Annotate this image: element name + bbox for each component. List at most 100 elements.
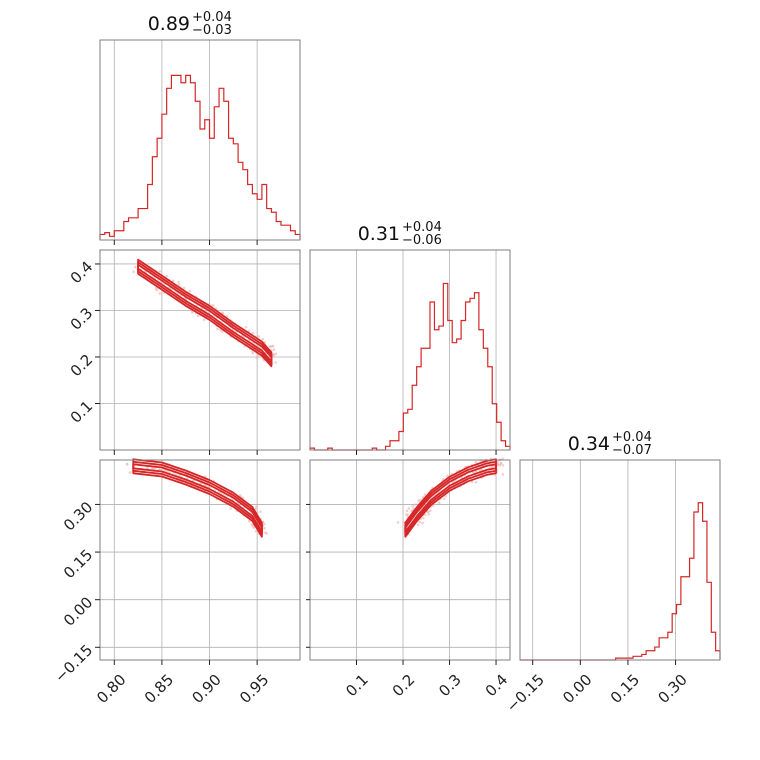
- tick-label-y: 0.4: [67, 258, 97, 288]
- sample-point: [405, 509, 409, 513]
- sample-point: [261, 337, 264, 341]
- sample-point: [274, 352, 278, 356]
- tick-label-x: 0.1: [342, 671, 372, 701]
- tick-label-y: 0.2: [67, 351, 97, 381]
- param-title-median: 0.31: [358, 223, 400, 245]
- panel-grid: [113, 40, 258, 240]
- sample-point: [470, 480, 474, 484]
- sample-point: [444, 495, 447, 498]
- sample-point: [406, 513, 409, 517]
- contour-p2_p1-level-2: [404, 458, 497, 538]
- sample-point: [501, 464, 505, 467]
- sample-point: [188, 289, 192, 293]
- panel-grid: [100, 460, 300, 660]
- sample-point: [221, 330, 224, 333]
- param-title-median: 0.89: [148, 13, 190, 35]
- sample-point: [133, 265, 137, 269]
- sample-point: [151, 466, 154, 470]
- sample-point: [417, 499, 420, 502]
- panel-frame: [519, 459, 721, 661]
- sample-point: [145, 466, 149, 469]
- sample-point: [255, 356, 259, 360]
- sample-point: [177, 280, 180, 284]
- tick-label-x: 0.15: [607, 671, 643, 707]
- sample-point: [501, 473, 505, 476]
- sample-point: [254, 529, 258, 533]
- panel-2-1: [309, 457, 511, 661]
- sample-point: [423, 493, 427, 496]
- sample-point: [182, 286, 186, 290]
- panel-frame: [99, 459, 301, 661]
- sample-point: [501, 457, 504, 461]
- panel-grid: [532, 460, 676, 660]
- param-title-minus: −0.03: [192, 23, 232, 38]
- sample-point: [274, 361, 277, 364]
- sample-point: [474, 460, 477, 464]
- sample-point: [255, 505, 258, 508]
- tick-label-x: 0.95: [236, 671, 272, 707]
- sample-point: [256, 353, 260, 357]
- tick-label-x: 0.3: [435, 671, 465, 701]
- sample-point: [155, 288, 158, 292]
- sample-point: [128, 471, 132, 474]
- histogram-param-0: [99, 74, 301, 240]
- sample-point: [259, 510, 262, 513]
- tick-label-y: 0.15: [60, 546, 96, 582]
- sample-point: [251, 331, 255, 335]
- sample-point: [427, 513, 430, 516]
- sample-point: [269, 345, 272, 349]
- sample-point: [125, 462, 129, 466]
- contour-p1_p0-level-2: [137, 258, 273, 368]
- sample-point: [158, 269, 161, 273]
- sample-point: [401, 520, 405, 524]
- sample-point: [437, 501, 441, 504]
- tick-label-x: 0.2: [389, 671, 419, 701]
- tick-label-x: 0.85: [141, 671, 177, 707]
- panel-grid: [356, 250, 497, 450]
- sample-point: [252, 526, 256, 529]
- histogram-param-1: [309, 282, 511, 451]
- sample-point: [264, 531, 267, 534]
- sample-point: [396, 521, 400, 524]
- sample-point: [423, 513, 427, 517]
- sample-point: [411, 505, 414, 508]
- contour-p2_p0-level-2: [132, 458, 263, 538]
- sample-point: [244, 325, 248, 329]
- param-title-plus: +0.04: [402, 220, 442, 235]
- tick-label-x: 0.90: [188, 671, 224, 707]
- panel-grid: [310, 460, 510, 660]
- sample-point: [196, 314, 200, 318]
- panel-0-0: 0.89 +0.04−0.03: [99, 10, 301, 241]
- sample-point: [263, 526, 266, 530]
- sample-point: [229, 507, 232, 510]
- tick-label-x: 0.30: [655, 671, 691, 707]
- param-title-median: 0.34: [568, 433, 610, 455]
- tick-label-y: 0.00: [60, 593, 96, 629]
- sample-point: [407, 507, 411, 510]
- tick-label-y: 0.1: [67, 397, 97, 427]
- panel-2-0: [99, 458, 301, 661]
- panel-frame: [99, 39, 301, 241]
- sample-point: [165, 274, 168, 278]
- sample-point: [426, 510, 430, 514]
- panel-1-0: [99, 249, 301, 451]
- sample-point: [158, 292, 162, 295]
- panel-frame: [309, 249, 511, 451]
- panel-frame: [309, 459, 511, 661]
- sample-point: [498, 463, 502, 467]
- sample-point: [177, 282, 181, 286]
- tick-label-x: 0.4: [482, 671, 512, 701]
- param-title-plus: +0.04: [612, 430, 652, 445]
- tick-label-x: −0.15: [503, 671, 548, 716]
- sample-point: [204, 484, 208, 487]
- panel-frame: [99, 249, 301, 451]
- sample-point: [221, 311, 225, 315]
- sample-point: [413, 503, 417, 506]
- sample-point: [247, 519, 251, 523]
- tick-label-y: 0.30: [60, 498, 96, 534]
- sample-point: [219, 328, 222, 332]
- sample-point: [257, 335, 261, 338]
- histogram-param-2: [520, 502, 721, 661]
- sample-point: [154, 286, 158, 290]
- tick-label-y: 0.3: [67, 304, 97, 334]
